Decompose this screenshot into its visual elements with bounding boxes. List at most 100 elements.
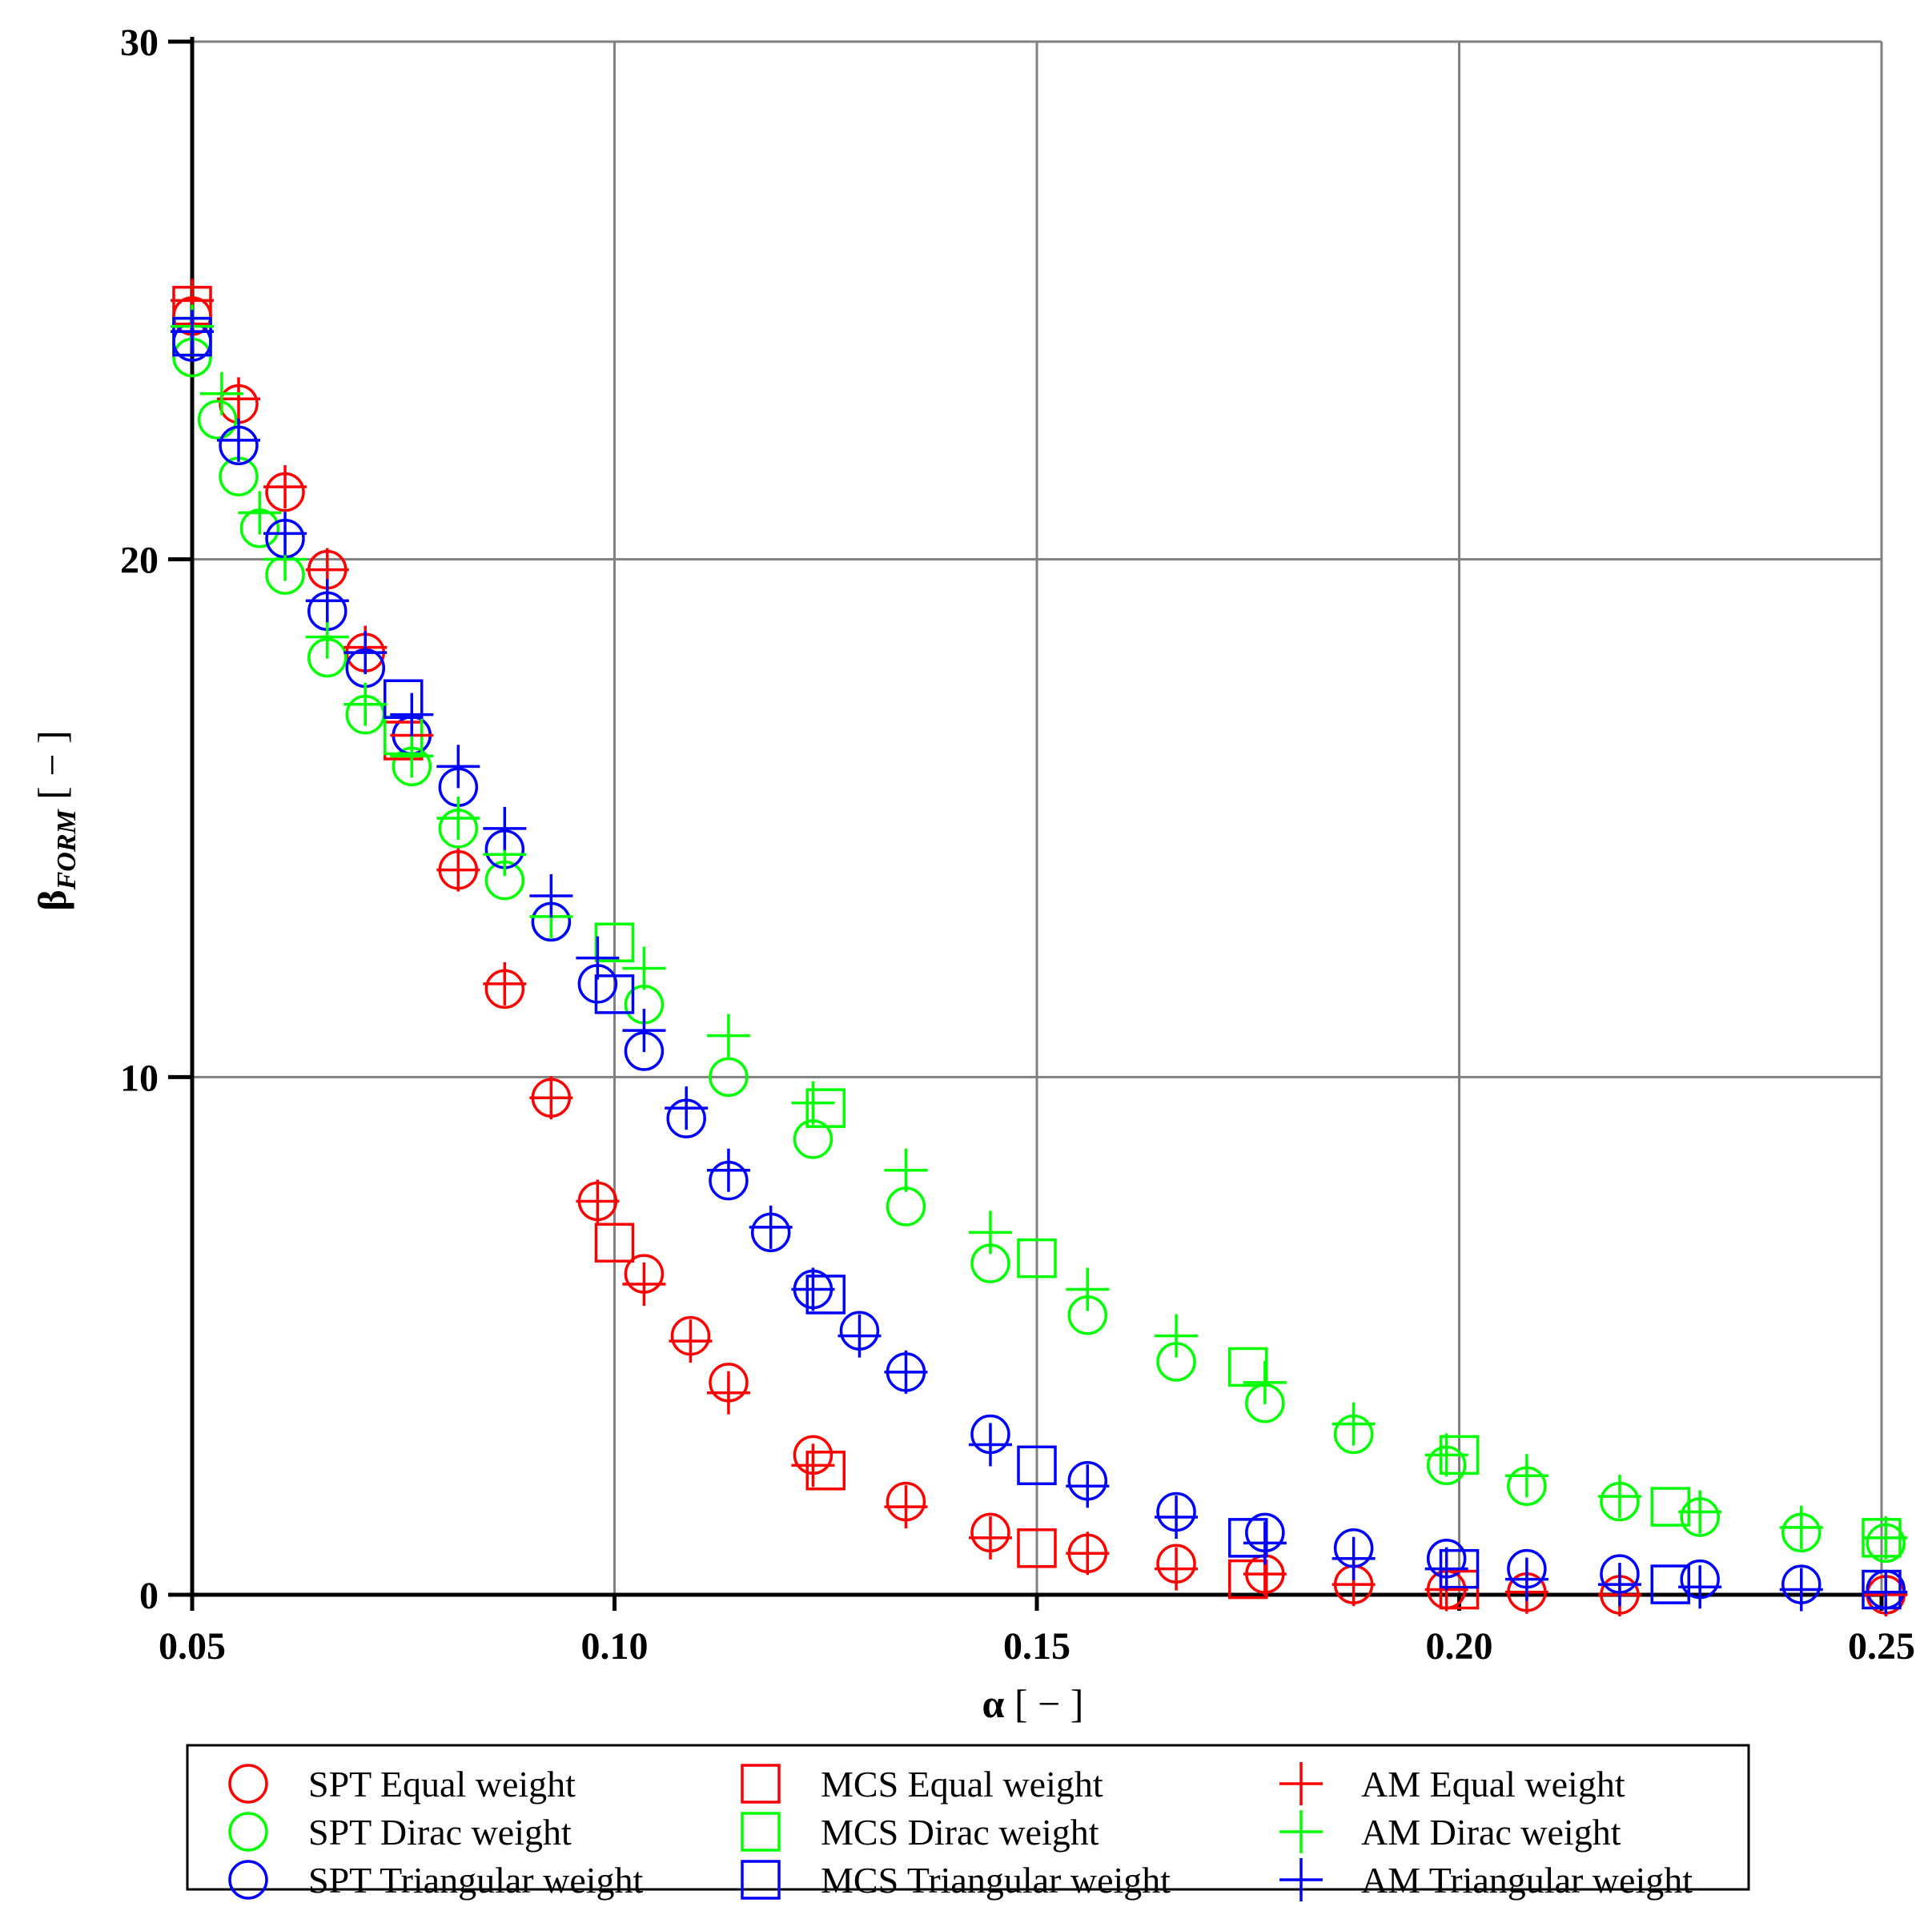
spt-equal-weight-series [172,295,1906,1615]
legend-item-am-triangular-weight: AM Triangular weight [1279,1858,1693,1901]
legend-label-am-triangular-weight: AM Triangular weight [1361,1860,1693,1901]
am-triangular-weight-point [837,1314,882,1358]
legend-marker-spt-dirac-weight [228,1812,268,1852]
am-triangular-weight-point [576,936,620,980]
am-triangular-weight-point [706,1148,750,1192]
am-triangular-weight-point [665,1086,709,1130]
am-triangular-weight-point [483,806,527,850]
spt-dirac-weight-point [886,1186,926,1226]
am-triangular-weight-point [968,1423,1012,1467]
grid-layer [192,40,1883,1595]
y-axis-label: βFORM [ − ] [30,730,82,910]
am-dirac-weight-point [622,946,666,990]
am-triangular-weight-point [436,745,480,789]
am-dirac-weight-point [199,371,243,416]
mcs-equal-weight-point [1017,1528,1057,1568]
am-triangular-weight-point [791,1267,835,1311]
legend-label-spt-triangular-weight: SPT Triangular weight [308,1860,644,1901]
legend-marker-mcs-triangular-weight [741,1860,781,1900]
am-triangular-weight-point [1678,1565,1722,1609]
mcs-equal-weight-point [805,1451,846,1491]
am-triangular-weight-point [1779,1568,1823,1612]
am-equal-weight-point [1155,1547,1199,1591]
x-tick-label: 0.15 [1003,1625,1070,1668]
legend-marker-mcs-equal-weight [741,1764,781,1804]
am-triangular-weight-point [884,1350,928,1394]
mcs-dirac-weight-point [805,1088,846,1128]
am-dirac-weight-point [436,797,480,840]
am-triangular-weight-point [171,310,214,354]
am-triangular-weight-point [1864,1570,1908,1614]
am-triangular-weight-point [1066,1464,1110,1508]
legend-marker-am-triangular-weight [1279,1858,1323,1901]
y-tick-label: 30 [120,22,159,64]
am-dirac-weight-point [1332,1402,1376,1446]
spt-triangular-weight-series [172,322,1906,1610]
mcs-triangular-weight-point [1650,1564,1690,1604]
am-triangular-weight-point [529,874,573,917]
x-axis-symbol: α [982,1681,1005,1726]
am-triangular-weight-series [171,310,1908,1614]
am-dirac-weight-point [1779,1505,1823,1549]
am-dirac-weight-point [706,1014,750,1058]
mcs-triangular-weight-point [1862,1569,1902,1610]
y-axis-subscript: FORM [52,808,82,890]
axis-layer: 0.05 0.10 0.15 0.20 0.25 0 10 20 30 [120,22,1915,1668]
y-tick-label: 20 [120,540,159,582]
legend-marker-spt-triangular-weight [228,1860,268,1900]
am-dirac-weight-point [1243,1360,1287,1404]
am-equal-weight-point [706,1371,750,1415]
mcs-dirac-weight-point [594,922,635,962]
am-equal-weight-series [171,279,1908,1616]
spt-dirac-weight-point [197,399,238,440]
x-axis-unit: [ − ] [1004,1681,1083,1726]
am-dirac-weight-point [884,1148,928,1192]
legend-item-mcs-triangular-weight: MCS Triangular weight [741,1860,1171,1901]
x-axis-label: α [ − ] [982,1681,1084,1726]
am-triangular-weight-point [263,512,307,556]
legend: SPT Equal weight SPT Dirac weight SPT Tria… [186,1744,1750,1901]
points-layer [171,279,1908,1616]
am-dirac-weight-point [1864,1516,1908,1560]
legend-item-am-dirac-weight: AM Dirac weight [1279,1810,1621,1853]
am-triangular-weight-point [1597,1563,1641,1607]
legend-item-mcs-equal-weight: MCS Equal weight [741,1764,1103,1805]
am-triangular-weight-point [390,693,434,737]
legend-marker-mcs-dirac-weight [741,1812,781,1852]
am-triangular-weight-point [1504,1557,1548,1601]
am-equal-weight-point [483,962,527,1006]
am-dirac-weight-point [1504,1454,1548,1498]
y-tick-label: 0 [139,1575,159,1617]
am-dirac-weight-point [238,491,282,535]
am-dirac-weight-point [1155,1314,1199,1358]
mcs-triangular-weight-point [384,679,424,720]
x-tick-label: 0.10 [581,1625,649,1668]
x-tick-label: 0.25 [1848,1625,1915,1668]
am-dirac-weight-point [1678,1490,1722,1534]
spt-dirac-weight-series [172,337,1906,1564]
am-equal-weight-point [576,1179,620,1223]
mcs-triangular-weight-point [1017,1445,1057,1486]
legend-item-spt-dirac-weight: SPT Dirac weight [228,1812,572,1853]
am-triangular-weight-point [343,631,388,675]
am-dirac-weight-series [171,304,1908,1560]
am-equal-weight-point [263,465,307,509]
mcs-equal-weight-point [1228,1559,1268,1600]
am-dirac-weight-point [791,1081,835,1125]
legend-label-am-equal-weight: AM Equal weight [1361,1764,1625,1805]
spt-dirac-weight-point [709,1057,749,1098]
legend-label-mcs-equal-weight: MCS Equal weight [821,1764,1103,1805]
am-triangular-weight-point [1424,1547,1468,1591]
x-tick-label: 0.05 [159,1625,226,1668]
mcs-dirac-weight-point [1650,1487,1690,1527]
am-triangular-weight-point [217,418,261,462]
legend-item-spt-equal-weight: SPT Equal weight [228,1764,576,1805]
legend-marker-am-equal-weight [1279,1762,1323,1805]
legend-marker-spt-equal-weight [228,1764,268,1804]
legend-item-am-equal-weight: AM Equal weight [1279,1762,1625,1805]
am-dirac-weight-point [1066,1267,1110,1311]
am-dirac-weight-point [343,682,388,726]
am-triangular-weight-point [1332,1536,1376,1580]
am-equal-weight-point [884,1485,928,1529]
